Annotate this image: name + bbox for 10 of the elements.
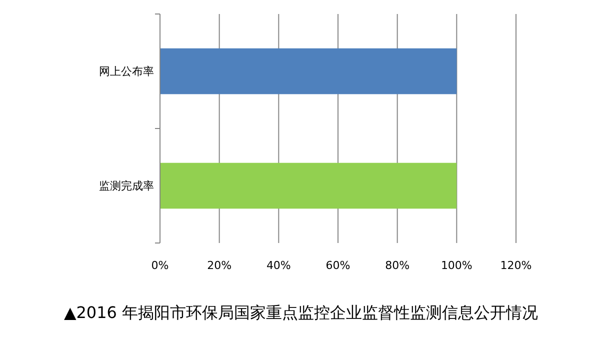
x-tick-label: 80% xyxy=(385,259,410,272)
x-tick-label: 20% xyxy=(207,259,232,272)
x-tick-label: 100% xyxy=(440,259,472,272)
x-tick-label: 60% xyxy=(326,259,350,272)
text: ▲2016 年揭阳市环保局国家重点监控企业监督性监测信息公开情况 xyxy=(64,303,538,322)
y-tick-label: 监测完成率 xyxy=(99,180,154,193)
x-tick-label: 0% xyxy=(151,259,169,272)
y-tick-label: 网上公布率 xyxy=(99,65,154,78)
x-tick-label: 40% xyxy=(266,259,291,272)
x-tick-label: 120% xyxy=(500,259,532,272)
